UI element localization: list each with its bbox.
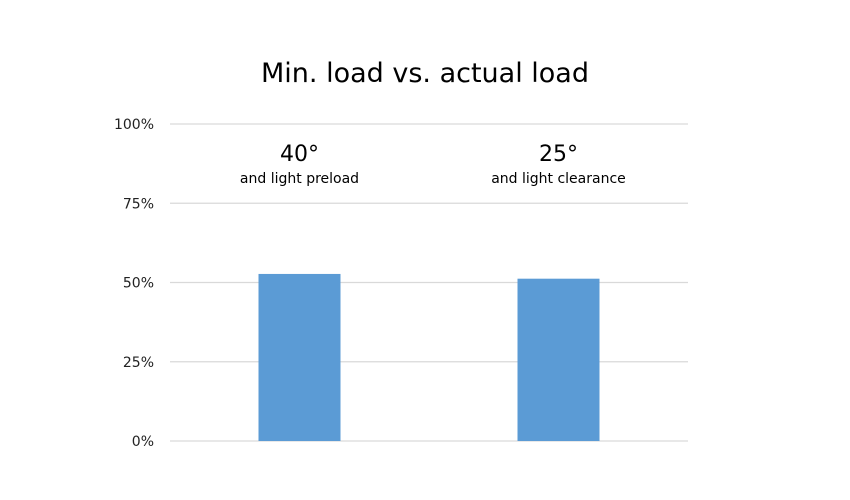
category-heading: 40° bbox=[280, 142, 319, 167]
chart-title: Min. load vs. actual load bbox=[261, 58, 589, 89]
bar bbox=[258, 273, 341, 441]
category-subheading: and light preload bbox=[240, 171, 359, 187]
gridlines bbox=[170, 123, 688, 442]
category-heading: 25° bbox=[539, 142, 578, 167]
bars bbox=[258, 273, 600, 441]
bar bbox=[517, 278, 600, 441]
y-tick-label: 25% bbox=[123, 355, 154, 371]
y-tick-label: 50% bbox=[123, 276, 154, 292]
y-tick-label: 100% bbox=[114, 117, 154, 133]
y-tick-label: 0% bbox=[132, 434, 154, 450]
y-tick-label: 75% bbox=[123, 196, 154, 212]
category-labels: 40° and light preload 25° and light clearan… bbox=[240, 142, 626, 187]
y-axis-tick-labels: 0% 25% 50% 75% 100% bbox=[114, 117, 154, 450]
category-subheading: and light clearance bbox=[491, 171, 626, 187]
